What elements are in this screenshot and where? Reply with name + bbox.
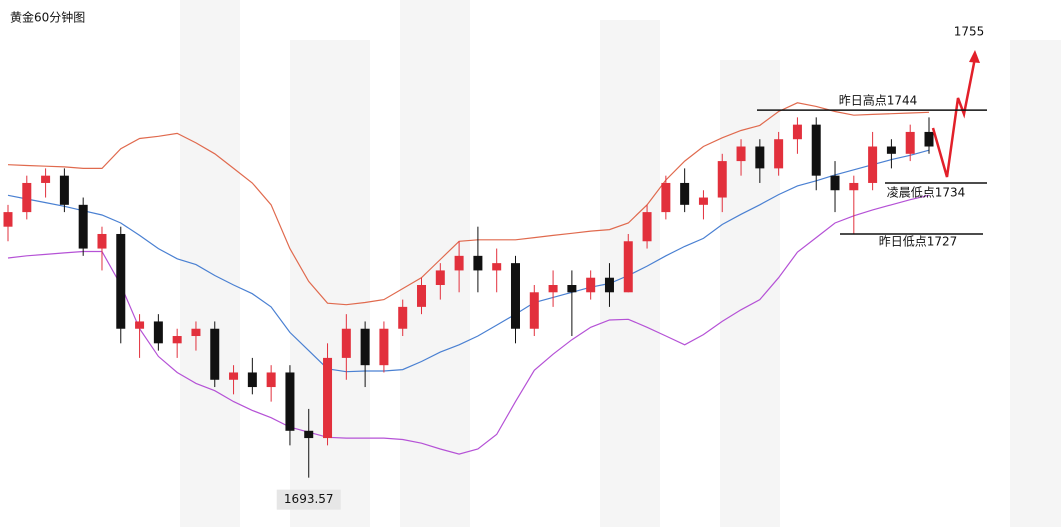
low-label-box — [276, 489, 341, 510]
candle-body — [304, 430, 314, 439]
candle-body — [529, 292, 539, 329]
candle-body — [642, 212, 652, 242]
candle-body — [360, 328, 370, 366]
band-line — [7, 194, 930, 455]
candle-body — [172, 336, 182, 344]
candle-body — [868, 146, 878, 183]
candle-body — [341, 328, 351, 358]
candle-body — [623, 241, 633, 293]
candle-body — [473, 255, 483, 271]
candle-body — [604, 277, 614, 293]
candle-body — [266, 372, 276, 388]
low-label: 1693.57 — [284, 492, 334, 506]
candle-body — [78, 204, 88, 249]
projection-path — [931, 57, 977, 178]
candle-body — [210, 328, 220, 380]
candle-body — [849, 182, 859, 191]
candle-body — [830, 175, 840, 191]
candle-body — [717, 161, 727, 198]
candle-body — [379, 328, 389, 366]
chart-title: 黄金60分钟图 — [10, 10, 85, 25]
candle-body — [905, 131, 915, 154]
candle-body — [792, 124, 802, 140]
candle-body — [755, 146, 765, 169]
band-line — [7, 149, 930, 373]
candle-body — [811, 124, 821, 176]
candle-body — [510, 263, 520, 329]
candle-body — [548, 285, 558, 293]
candle-body — [229, 372, 239, 380]
candle-body — [398, 306, 408, 329]
candle-body — [417, 285, 427, 307]
candle-body — [3, 212, 13, 227]
candle-body — [22, 182, 32, 213]
candle-body — [97, 233, 107, 249]
candle-body — [492, 263, 502, 271]
level-label: 凌晨低点1734 — [887, 185, 966, 199]
candle-body — [41, 175, 51, 183]
candle-body — [924, 131, 934, 147]
background-watermark — [180, 0, 1061, 527]
target-label: 1755 — [954, 24, 985, 38]
candle-body — [135, 321, 145, 329]
candle-body — [586, 277, 596, 293]
candle-body — [661, 182, 671, 213]
candle-body — [285, 372, 295, 431]
candle-body — [680, 182, 690, 205]
candle-body — [774, 139, 784, 169]
candle-body — [736, 146, 746, 162]
candle-body — [191, 328, 201, 337]
candle-body — [116, 233, 126, 329]
candle-body — [153, 321, 163, 344]
candle-body — [59, 175, 69, 205]
level-label: 昨日高点1744 — [839, 93, 918, 108]
candle-body — [698, 197, 708, 205]
band-line — [7, 102, 930, 306]
candle-body — [886, 146, 896, 154]
candle-body — [435, 270, 445, 286]
candle-body — [454, 255, 464, 271]
projection-arrowhead — [969, 50, 980, 63]
level-label: 昨日低点1727 — [879, 234, 958, 248]
candle-body — [323, 357, 333, 439]
candle-body — [567, 285, 577, 293]
candle-body — [247, 372, 257, 388]
